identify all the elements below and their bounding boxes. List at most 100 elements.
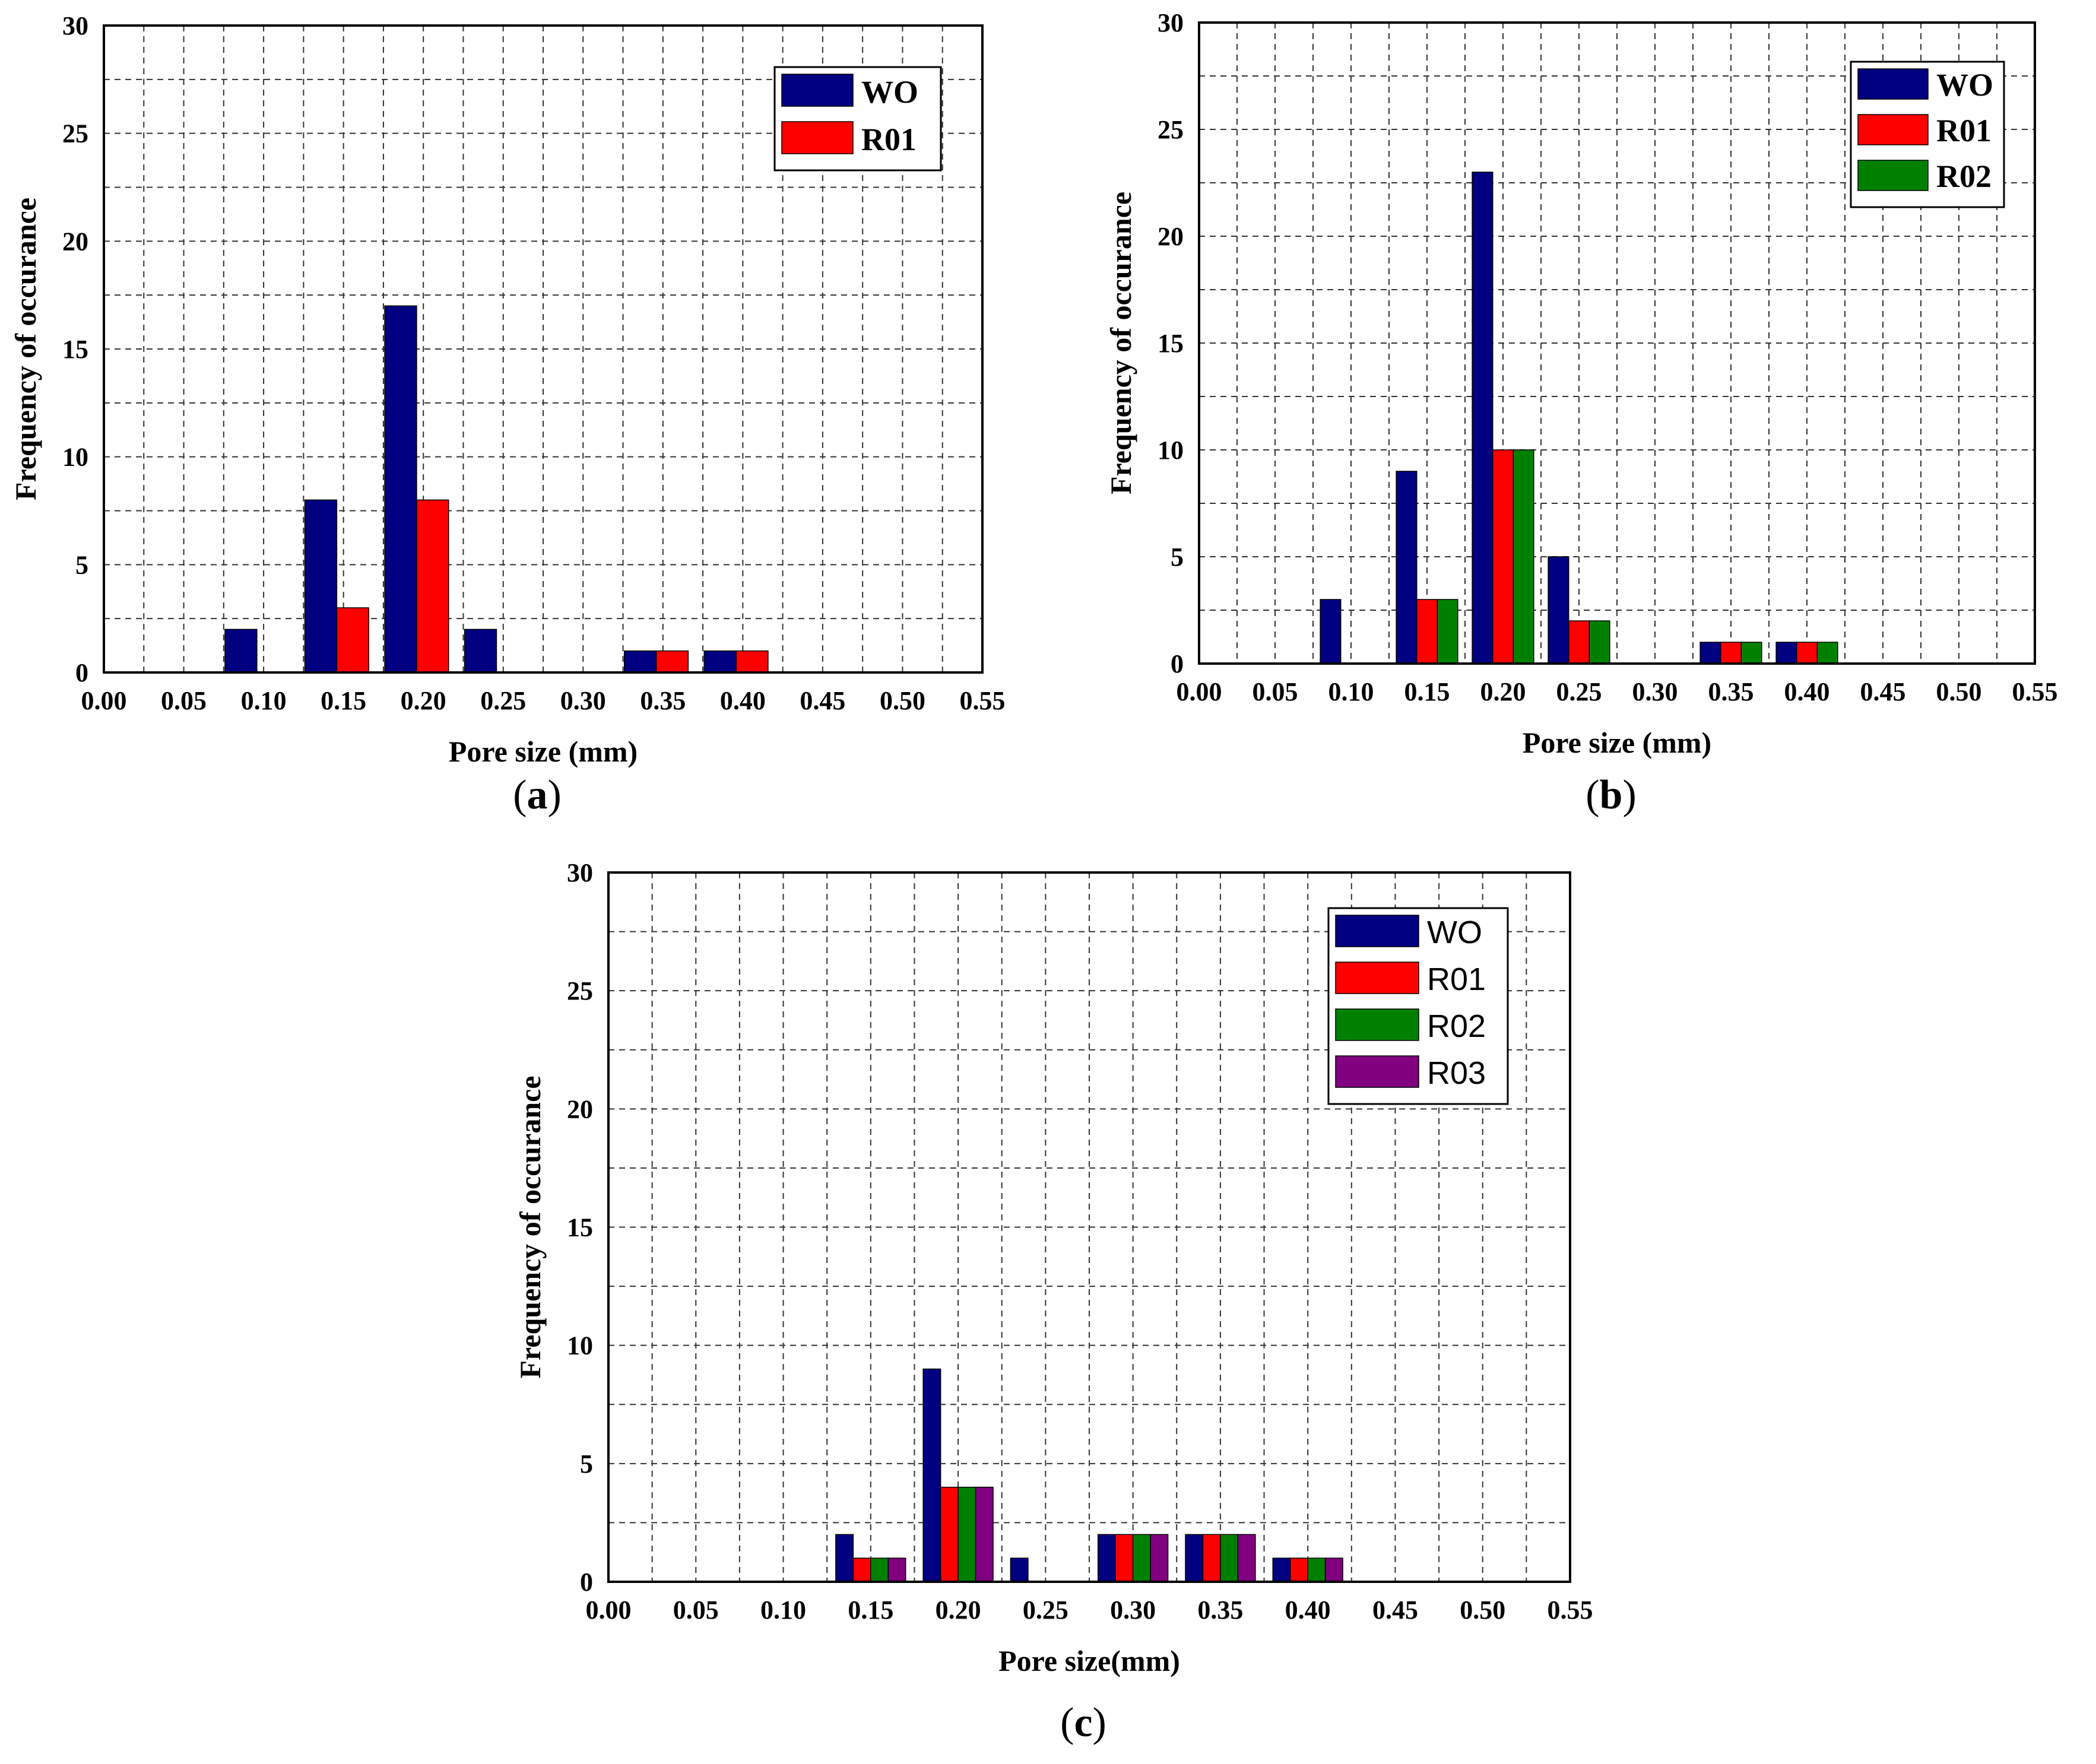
x-tick-label: 0.20 [401, 686, 446, 715]
bar-r01-0.15 [336, 607, 369, 673]
x-tick-label: 0.30 [1110, 1595, 1156, 1625]
bars [224, 305, 769, 673]
x-axis-title: Pore size (mm) [1523, 726, 1711, 759]
bar-r02-0.40 [1307, 1557, 1326, 1582]
x-tick-label: 0.15 [848, 1595, 893, 1625]
x-tick-label: 0.05 [673, 1595, 719, 1625]
x-tick-label: 0.55 [960, 686, 1006, 715]
x-tick-label: 0.35 [1708, 677, 1754, 706]
x-tick-label: 0.05 [1252, 677, 1298, 706]
bar-wo-0.15 [304, 499, 338, 673]
x-tick-label: 0.45 [800, 686, 845, 715]
x-tick-label: 0.50 [1460, 1595, 1505, 1625]
y-tick-label: 30 [62, 11, 88, 40]
bar-r02-0.15 [1437, 599, 1458, 664]
bar-r02-0.30 [1132, 1534, 1151, 1582]
x-tick-label: 0.45 [1860, 677, 1906, 706]
y-tick-label: 10 [1158, 436, 1184, 465]
bar-wo-0.30 [1097, 1534, 1116, 1582]
bar-wo-0.10 [224, 629, 258, 673]
bar-r01-0.25 [1568, 620, 1590, 664]
legend-label-r02: R02 [1936, 158, 1992, 194]
x-tick-label: 0.40 [1285, 1595, 1331, 1625]
bar-r02-0.35 [1740, 642, 1762, 664]
x-tick-label: 0.25 [1023, 1595, 1068, 1625]
bar-r02-0.35 [1220, 1534, 1239, 1582]
bar-r01-0.20 [1492, 449, 1514, 664]
bar-wo-0.25 [1548, 556, 1569, 664]
legend-swatch-r03 [1335, 1055, 1419, 1088]
chart-panel-a: 0.00 0.05 0.10 0.15 0.20 0.25 0.30 0.35 0.40 0.45… [9, 11, 1006, 818]
chart-panel-b: 0.00 0.05 0.10 0.15 0.20 0.25 0.30 0.35 0.40 0.45… [1104, 8, 2058, 818]
bar-r02-0.40 [1816, 642, 1838, 664]
x-tick-label: 0.45 [1372, 1595, 1418, 1625]
x-tick-labels: 0.00 0.05 0.10 0.15 0.20 0.25 0.30 0.35 0.40 0.45… [81, 686, 1006, 715]
y-tick-label: 15 [1158, 329, 1184, 358]
x-tick-label: 0.40 [720, 686, 766, 715]
x-tick-label: 0.00 [1177, 677, 1222, 706]
y-tick-label: 0 [75, 658, 88, 687]
y-tick-label: 30 [1158, 8, 1184, 37]
x-axis-title: Pore size (mm) [449, 735, 638, 768]
y-tick-labels: 0 5 10 15 20 25 30 [62, 11, 88, 687]
grid [104, 26, 982, 672]
plot-frame [607, 871, 1571, 1583]
x-tick-label: 0.25 [1556, 677, 1602, 706]
y-tick-label: 20 [62, 227, 88, 256]
y-tick-label: 15 [62, 335, 88, 364]
bar-wo-0.25 [464, 629, 497, 673]
x-tick-label: 0.30 [1632, 677, 1678, 706]
y-tick-label: 5 [75, 550, 88, 579]
x-tick-label: 0.15 [1404, 677, 1450, 706]
bar-wo-0.15 [1396, 471, 1418, 664]
plot-frame [103, 24, 984, 674]
y-tick-label: 5 [580, 1449, 593, 1479]
x-tick-label: 0.40 [1784, 677, 1830, 706]
bar-wo-0.40 [1775, 642, 1797, 664]
bar-wo-0.40 [1272, 1557, 1291, 1582]
chart-panel-c: 0.00 0.05 0.10 0.15 0.20 0.25 0.30 0.35 0.40 0.45… [513, 858, 1593, 1746]
legend-swatch-r01 [1857, 114, 1929, 145]
x-tick-labels: 0.00 0.05 0.10 0.15 0.20 0.25 0.30 0.35 0.40 0.45… [1177, 677, 2058, 706]
legend-swatch-wo [781, 74, 854, 107]
bar-wo-0.20 [1472, 172, 1493, 664]
y-tick-label: 20 [1158, 222, 1184, 251]
legend-label-r03: R03 [1427, 1055, 1486, 1091]
y-tick-label: 10 [567, 1331, 593, 1360]
legend-swatch-r01 [1335, 962, 1419, 994]
x-tick-label: 0.00 [81, 686, 127, 715]
bar-r01-0.35 [655, 650, 689, 673]
legend-swatch-r02 [1857, 160, 1929, 191]
x-tick-label: 0.20 [1480, 677, 1526, 706]
y-tick-label: 25 [567, 976, 593, 1005]
y-tick-label: 20 [567, 1094, 593, 1124]
legend-swatch-wo [1335, 915, 1419, 947]
bar-r01-0.20 [416, 499, 449, 673]
legend-label-wo: WO [1427, 915, 1482, 950]
x-tick-label: 0.10 [1328, 677, 1374, 706]
bar-wo-0.35 [1185, 1534, 1204, 1582]
x-tick-label: 0.50 [1936, 677, 1982, 706]
bar-r01-0.35 [1720, 642, 1742, 664]
y-tick-label: 0 [1171, 649, 1184, 678]
x-tick-label: 0.15 [321, 686, 366, 715]
legend-label-wo: WO [861, 74, 918, 110]
bar-r01-0.35 [1202, 1534, 1221, 1582]
bar-r01-0.30 [1115, 1534, 1134, 1582]
x-tick-label: 0.55 [1548, 1595, 1593, 1625]
y-tick-labels: 0 5 10 15 20 25 30 [567, 858, 593, 1597]
y-axis-title: Frequency of occurance [9, 198, 42, 500]
bar-r01-0.15 [1416, 599, 1438, 664]
bar-r01-0.20 [940, 1486, 959, 1582]
bar-r03-0.20 [975, 1486, 994, 1582]
y-axis-title: Frequency of occurance [1104, 192, 1137, 494]
grid [1199, 23, 2035, 664]
legend-label-r01: R01 [1427, 962, 1486, 997]
bar-wo-0.20 [922, 1368, 941, 1582]
y-tick-label: 25 [62, 119, 88, 148]
bar-wo-0.35 [1699, 642, 1721, 664]
x-tick-label: 0.20 [936, 1595, 981, 1625]
legend: WO R01 R02 R03 [1327, 907, 1509, 1105]
y-tick-label: 0 [580, 1568, 593, 1597]
